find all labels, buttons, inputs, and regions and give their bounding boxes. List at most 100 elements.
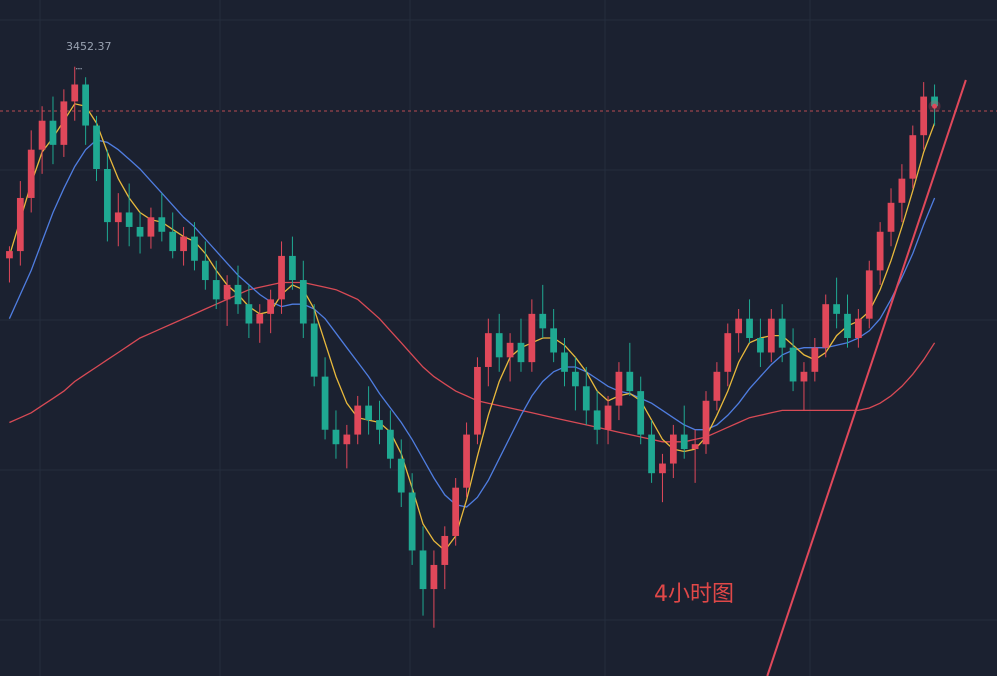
- candle-body-73: [800, 371, 808, 382]
- candle-body-30: [332, 429, 340, 445]
- candle-body-76: [833, 304, 840, 314]
- candle-84: [920, 82, 928, 150]
- candle-body-63: [691, 444, 699, 450]
- candle-body-28: [310, 323, 318, 377]
- candle-69: [757, 318, 764, 367]
- candle-body-20: [223, 284, 231, 300]
- candle-body-39: [430, 564, 438, 590]
- candle-0: [6, 246, 13, 283]
- candle-body-15: [169, 231, 177, 252]
- candle-body-46: [506, 342, 514, 358]
- candle-21: [234, 265, 242, 314]
- candle-45: [495, 313, 503, 372]
- candle-2: [27, 130, 35, 213]
- candle-body-37: [408, 492, 416, 551]
- candle-73: [800, 362, 808, 411]
- candle-30: [332, 410, 340, 459]
- candle-38: [419, 526, 427, 616]
- candle-9: [104, 149, 111, 242]
- candle-body-36: [397, 458, 405, 493]
- candle-3: [38, 106, 46, 174]
- candle-70: [767, 309, 775, 363]
- candle-59: [648, 420, 655, 483]
- candle-body-34: [376, 420, 383, 430]
- candle-body-21: [234, 284, 242, 305]
- candle-78: [854, 309, 862, 348]
- candle-body-72: [789, 347, 797, 382]
- candle-61: [669, 424, 677, 479]
- candle-body-35: [386, 429, 394, 459]
- candle-5: [60, 89, 68, 157]
- candle-52: [572, 357, 579, 411]
- candle-26: [289, 236, 296, 290]
- candle-body-70: [767, 318, 775, 353]
- candle-64: [702, 391, 710, 454]
- markers: [76, 68, 941, 113]
- candle-29: [321, 357, 329, 440]
- candle-body-12: [136, 226, 144, 237]
- candle-body-51: [561, 352, 568, 372]
- candle-83: [909, 125, 917, 189]
- candle-43: [474, 357, 481, 445]
- candle-24: [267, 289, 275, 334]
- candle-body-6: [71, 84, 79, 102]
- candle-66: [724, 323, 732, 387]
- max-marker-dot-1: [78, 68, 80, 70]
- candle-32: [354, 395, 362, 445]
- candle-35: [386, 410, 394, 469]
- candle-body-14: [158, 217, 166, 232]
- candle-body-40: [441, 535, 449, 565]
- candle-40: [441, 526, 449, 590]
- candle-68: [746, 299, 753, 343]
- candle-body-71: [778, 318, 786, 348]
- candle-79: [865, 260, 873, 329]
- candle-body-84: [920, 96, 928, 136]
- candle-body-7: [82, 84, 90, 126]
- candle-body-52: [572, 371, 579, 387]
- candle-82: [898, 164, 906, 223]
- candle-12: [136, 212, 144, 254]
- candle-47: [517, 318, 525, 372]
- candle-14: [158, 193, 166, 242]
- candle-41: [452, 478, 460, 546]
- candle-body-61: [669, 434, 677, 464]
- candle-body-67: [735, 318, 743, 334]
- candle-body-2: [27, 149, 35, 198]
- candle-body-69: [757, 338, 764, 353]
- candle-39: [430, 550, 438, 628]
- candle-7: [82, 77, 90, 145]
- candle-46: [506, 333, 514, 382]
- candle-49: [539, 284, 547, 338]
- candle-55: [604, 395, 612, 445]
- candle-body-66: [724, 333, 732, 372]
- candle-body-54: [593, 410, 601, 430]
- candle-body-41: [452, 487, 460, 536]
- candle-20: [223, 275, 231, 326]
- max-marker-dot-2: [80, 68, 82, 70]
- candle-body-64: [702, 400, 710, 445]
- candle-33: [365, 386, 372, 435]
- candle-body-26: [289, 255, 296, 281]
- chart-title: 4小时图: [654, 582, 734, 607]
- candle-body-82: [898, 178, 906, 203]
- candle-13: [147, 207, 155, 249]
- candle-body-42: [463, 434, 470, 488]
- max-price-label: 3452.37: [66, 40, 112, 53]
- candle-body-16: [180, 236, 187, 252]
- candle-body-31: [343, 434, 351, 445]
- candles: [6, 66, 938, 628]
- candle-4: [49, 96, 57, 165]
- candle-body-18: [201, 260, 209, 281]
- candle-72: [789, 328, 797, 392]
- candle-42: [463, 422, 470, 498]
- candle-body-22: [245, 304, 253, 324]
- candle-body-49: [539, 313, 547, 329]
- candle-15: [169, 212, 177, 259]
- candle-81: [887, 188, 895, 247]
- candle-50: [550, 309, 558, 363]
- candle-body-44: [484, 333, 492, 367]
- candle-body-57: [626, 371, 634, 392]
- candle-body-65: [713, 371, 721, 401]
- candle-body-78: [854, 318, 862, 338]
- candle-34: [376, 400, 383, 445]
